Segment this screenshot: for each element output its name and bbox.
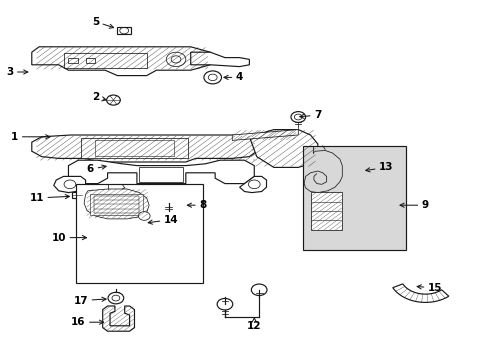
Bar xyxy=(117,27,131,34)
Bar xyxy=(85,58,95,63)
Bar xyxy=(94,196,139,213)
Polygon shape xyxy=(68,160,254,184)
Polygon shape xyxy=(232,130,298,140)
Text: 15: 15 xyxy=(416,283,442,293)
Text: 1: 1 xyxy=(11,132,50,142)
Bar xyxy=(63,53,146,68)
Text: 16: 16 xyxy=(71,317,103,327)
Polygon shape xyxy=(32,135,256,162)
Text: 12: 12 xyxy=(246,318,261,331)
Text: 3: 3 xyxy=(6,67,28,77)
Bar xyxy=(90,194,143,215)
Polygon shape xyxy=(32,47,210,76)
Polygon shape xyxy=(310,192,342,230)
Polygon shape xyxy=(190,52,249,67)
Text: 14: 14 xyxy=(148,215,178,225)
Bar xyxy=(139,167,183,182)
Text: 6: 6 xyxy=(87,164,106,174)
Bar xyxy=(95,140,173,156)
Circle shape xyxy=(290,112,305,122)
Circle shape xyxy=(251,284,266,296)
Circle shape xyxy=(162,197,175,207)
Text: 9: 9 xyxy=(399,200,428,210)
Text: 2: 2 xyxy=(92,92,106,102)
Polygon shape xyxy=(102,306,134,331)
Text: 11: 11 xyxy=(29,193,69,203)
Bar xyxy=(72,192,81,198)
Text: 13: 13 xyxy=(365,162,393,172)
Circle shape xyxy=(203,71,221,84)
Circle shape xyxy=(217,298,232,310)
Polygon shape xyxy=(249,130,317,167)
Text: 5: 5 xyxy=(92,17,113,28)
Bar xyxy=(76,184,203,283)
Text: 8: 8 xyxy=(187,200,206,210)
Text: 7: 7 xyxy=(299,110,321,120)
Polygon shape xyxy=(239,176,266,193)
Polygon shape xyxy=(392,284,448,302)
Bar xyxy=(81,138,188,158)
Circle shape xyxy=(108,292,123,304)
Polygon shape xyxy=(54,176,85,193)
Text: 17: 17 xyxy=(73,296,106,306)
Polygon shape xyxy=(84,189,149,219)
Text: 10: 10 xyxy=(51,233,86,243)
Bar xyxy=(303,146,405,250)
Bar xyxy=(68,58,78,63)
Text: 4: 4 xyxy=(224,72,243,82)
Circle shape xyxy=(138,212,150,220)
